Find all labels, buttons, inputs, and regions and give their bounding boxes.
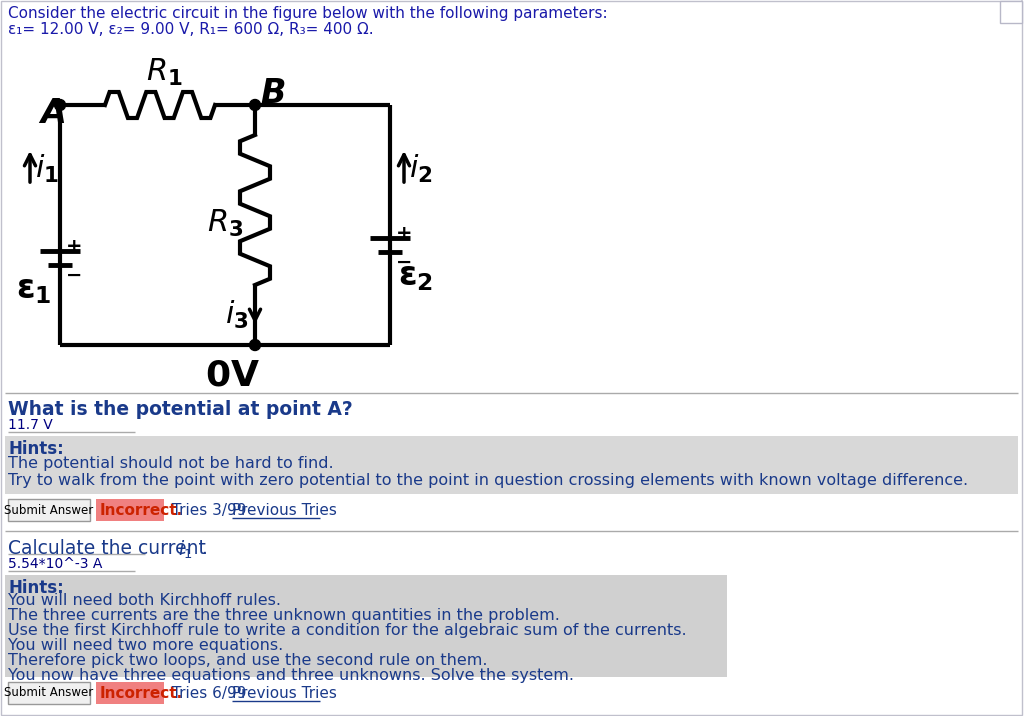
Text: Hints:: Hints: (8, 579, 63, 597)
Text: 5.54*10^-3 A: 5.54*10^-3 A (8, 557, 102, 571)
Text: .: . (202, 539, 208, 558)
Text: Therefore pick two loops, and use the second rule on them.: Therefore pick two loops, and use the se… (8, 653, 487, 668)
Text: Previous Tries: Previous Tries (232, 686, 337, 701)
Text: $\mathbf{\varepsilon_1}$: $\mathbf{\varepsilon_1}$ (16, 273, 51, 306)
Text: The potential should not be hard to find.: The potential should not be hard to find… (8, 456, 334, 471)
Bar (96, 499, 164, 521)
Text: Submit Answer: Submit Answer (4, 503, 93, 516)
Text: $i_1$: $i_1$ (178, 539, 193, 561)
Text: Tries 3/99: Tries 3/99 (172, 503, 251, 518)
Text: Consider the electric circuit in the figure below with the following parameters:: Consider the electric circuit in the fig… (8, 6, 607, 21)
Text: $\mathbf{0V}$: $\mathbf{0V}$ (205, 359, 260, 393)
Text: Previous Tries: Previous Tries (232, 503, 337, 518)
Text: Try to walk from the point with zero potential to the point in question crossing: Try to walk from the point with zero pot… (8, 473, 968, 488)
Text: You now have three equations and three unknowns. Solve the system.: You now have three equations and three u… (8, 668, 574, 683)
Text: The three currents are the three unknown quantities in the problem.: The three currents are the three unknown… (8, 608, 560, 623)
Text: 11.7 V: 11.7 V (8, 418, 53, 432)
Text: $\mathbf{\varepsilon_2}$: $\mathbf{\varepsilon_2}$ (398, 260, 433, 293)
Text: Calculate the current: Calculate the current (8, 539, 212, 558)
Text: −: − (396, 253, 413, 272)
Bar (8, 682, 90, 704)
Text: You will need two more equations.: You will need two more equations. (8, 638, 284, 653)
Text: $\mathbf{\mathit{R}_3}$: $\mathbf{\mathit{R}_3}$ (207, 208, 244, 239)
Text: Hints:: Hints: (8, 440, 63, 458)
Text: Incorrect.: Incorrect. (100, 503, 183, 518)
Bar (5, 436, 1018, 494)
Text: −: − (66, 266, 82, 285)
Bar (8, 499, 90, 521)
Text: You will need both Kirchhoff rules.: You will need both Kirchhoff rules. (8, 593, 281, 608)
Bar (1000, 1, 1022, 23)
Circle shape (54, 100, 66, 110)
Text: +: + (66, 237, 83, 256)
Circle shape (250, 100, 260, 110)
Text: Submit Answer: Submit Answer (4, 687, 93, 700)
Text: $\mathbf{\mathit{i}_1}$: $\mathbf{\mathit{i}_1}$ (35, 153, 58, 185)
Text: $\mathbf{\mathit{R}_1}$: $\mathbf{\mathit{R}_1}$ (146, 57, 182, 88)
Text: $\mathbf{\mathit{i}_2}$: $\mathbf{\mathit{i}_2}$ (409, 153, 432, 185)
Text: Use the first Kirchhoff rule to write a condition for the algebraic sum of the c: Use the first Kirchhoff rule to write a … (8, 623, 687, 638)
Text: +: + (396, 224, 413, 243)
Text: ε₁= 12.00 V, ε₂= 9.00 V, R₁= 600 Ω, R₃= 400 Ω.: ε₁= 12.00 V, ε₂= 9.00 V, R₁= 600 Ω, R₃= … (8, 22, 374, 37)
Bar (96, 682, 164, 704)
Text: What is the potential at point A?: What is the potential at point A? (8, 400, 352, 419)
Text: $\mathbf{\mathit{i}_3}$: $\mathbf{\mathit{i}_3}$ (225, 299, 249, 331)
Circle shape (250, 339, 260, 351)
Text: Tries 6/99: Tries 6/99 (172, 686, 251, 701)
Text: A: A (40, 97, 66, 130)
Bar (5, 575, 727, 677)
Text: Incorrect.: Incorrect. (100, 686, 183, 701)
Text: B: B (260, 77, 286, 110)
